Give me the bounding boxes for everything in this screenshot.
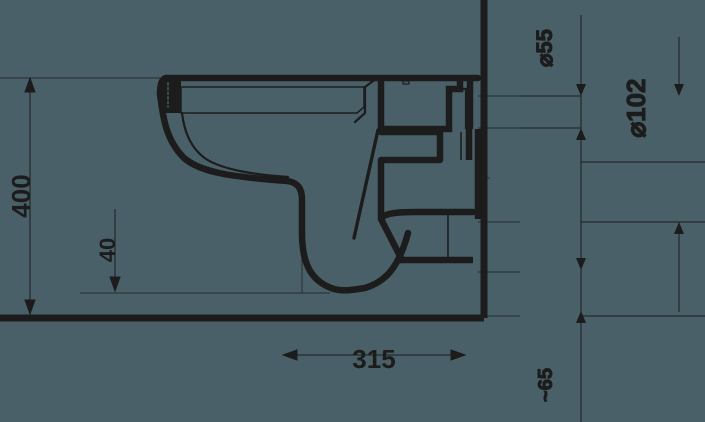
svg-text:⌀102: ⌀102 <box>621 78 651 137</box>
svg-text:~65: ~65 <box>535 368 557 402</box>
svg-text:40: 40 <box>95 238 120 262</box>
svg-text:400: 400 <box>6 174 36 217</box>
svg-text:315: 315 <box>352 344 395 374</box>
svg-text:⌀55: ⌀55 <box>532 29 557 67</box>
